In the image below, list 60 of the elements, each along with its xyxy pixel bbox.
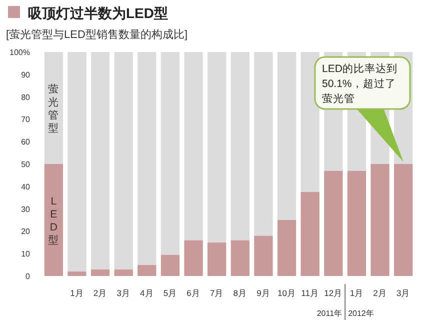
x-tick-label: 12月 xyxy=(324,288,343,298)
bar xyxy=(138,52,156,265)
bar xyxy=(160,52,180,255)
bar xyxy=(324,170,343,276)
y-tick-label: 40 xyxy=(21,182,31,192)
bar xyxy=(300,192,320,276)
bar xyxy=(138,264,156,276)
y-tick-label: 30 xyxy=(21,204,31,214)
bar xyxy=(277,52,296,220)
x-tick-label: 3月 xyxy=(396,288,410,298)
bar xyxy=(114,52,133,270)
annotation: LED的比率达到50.1%，超过了萤光管 xyxy=(322,62,398,105)
y-tick-label: 70 xyxy=(21,115,31,124)
y-tick-label: 0 xyxy=(26,272,31,281)
bar xyxy=(90,52,110,270)
bar xyxy=(68,272,86,276)
bar xyxy=(44,164,63,276)
chart-title: 吸顶灯过半数为LED型 xyxy=(28,5,168,21)
bar xyxy=(230,52,250,240)
y-tick-label: 80 xyxy=(21,92,31,102)
x-tick-label: 6月 xyxy=(186,288,200,298)
bar xyxy=(114,269,133,276)
bar xyxy=(254,236,273,276)
x-tick-label: 2月 xyxy=(373,288,387,298)
x-tick-label: 8月 xyxy=(233,288,248,298)
y-tick-label: 90 xyxy=(21,70,31,80)
x-tick-label: 5月 xyxy=(163,288,178,298)
x-tick-label: 10月 xyxy=(278,288,296,298)
series-label: LED型 xyxy=(48,196,60,246)
text: 2012年 xyxy=(348,309,374,318)
x-tick-label: 11月 xyxy=(301,288,320,298)
bar xyxy=(208,242,226,276)
bar xyxy=(184,240,203,276)
bar xyxy=(370,164,390,276)
bar xyxy=(347,170,366,276)
bar xyxy=(208,52,226,242)
y-tick-label: 10 xyxy=(21,250,31,259)
bar xyxy=(254,52,273,236)
x-tick-label: 9月 xyxy=(256,288,270,298)
x-tick-label: 4月 xyxy=(140,288,154,298)
bar xyxy=(68,52,86,272)
bar xyxy=(184,52,203,240)
bar xyxy=(300,52,320,192)
bar xyxy=(90,269,110,276)
bar xyxy=(277,220,296,276)
chart-subtitle: [萤光管型与LED型销售数量的构成比] xyxy=(6,28,188,41)
y-tick-label: 100% xyxy=(10,48,30,57)
x-tick-label: 1月 xyxy=(350,288,364,298)
y-tick-label: 60 xyxy=(21,138,31,147)
y-tick-label: 20 xyxy=(21,227,31,236)
x-tick-label: 3月 xyxy=(116,288,130,298)
bar xyxy=(230,240,250,276)
series-label: 萤光管型 xyxy=(48,82,60,134)
x-tick-label: 7月 xyxy=(210,288,224,298)
text: 2011年 xyxy=(316,309,342,318)
y-tick-label: 50 xyxy=(21,160,31,169)
bar xyxy=(394,164,413,276)
x-tick-label: 1月 xyxy=(70,288,84,298)
x-tick-label: 2月 xyxy=(93,288,108,298)
bar xyxy=(160,254,180,276)
